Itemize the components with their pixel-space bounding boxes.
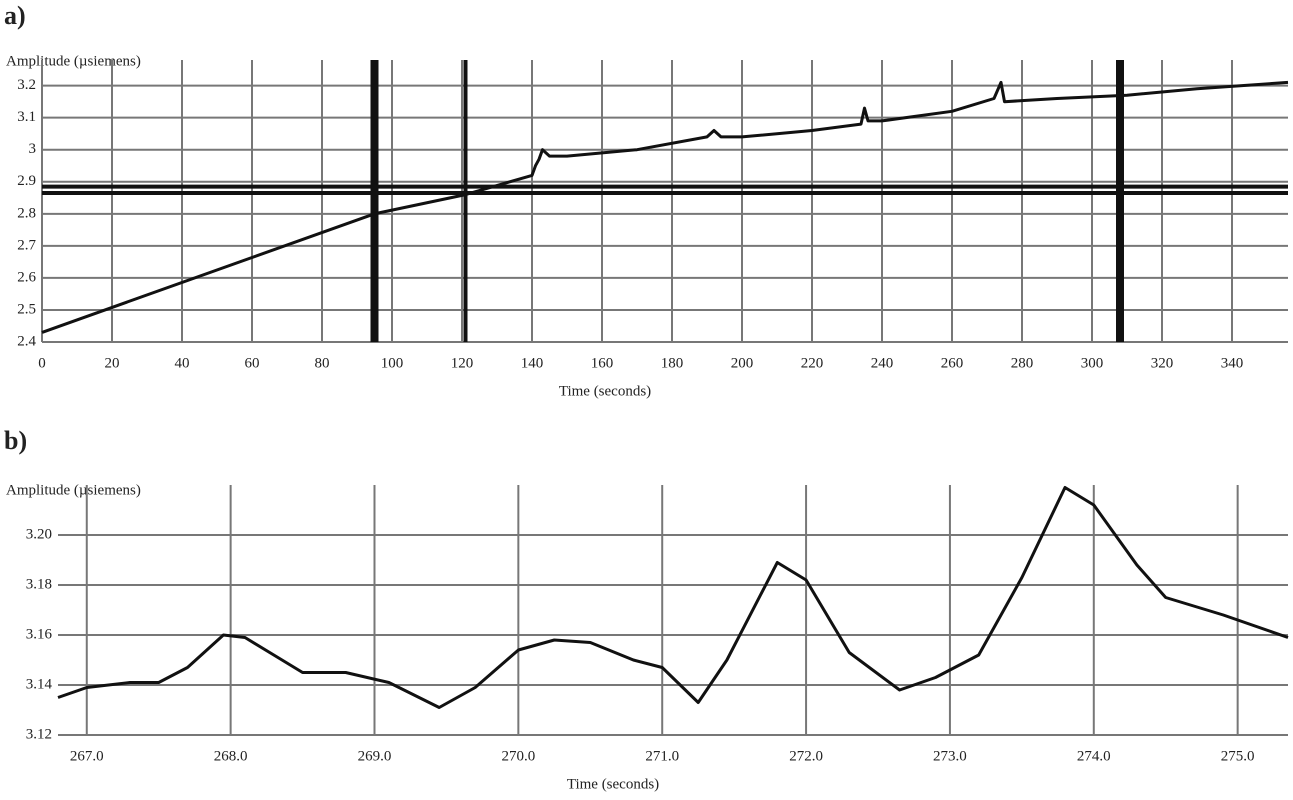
y-tick-label: 2.9 <box>17 173 36 189</box>
y-tick-label: 2.4 <box>17 333 36 349</box>
x-tick-label: 220 <box>801 355 824 371</box>
x-tick-label: 271.0 <box>645 748 679 764</box>
x-tick-label: 274.0 <box>1077 748 1111 764</box>
x-tick-label: 268.0 <box>214 748 248 764</box>
y-tick-label: 2.7 <box>17 237 36 253</box>
y-tick-label: 2.5 <box>17 301 36 317</box>
data-line <box>57 486 1289 709</box>
y-axis-title: Amplitude (µsiemens) <box>6 53 141 69</box>
y-tick-label: 3.20 <box>26 526 52 542</box>
x-tick-label: 300 <box>1081 355 1104 371</box>
x-tick-label: 267.0 <box>70 748 104 764</box>
x-tick-label: 275.0 <box>1221 748 1255 764</box>
x-tick-label: 140 <box>521 355 544 371</box>
x-tick-label: 280 <box>1011 355 1034 371</box>
x-tick-label: 240 <box>871 355 894 371</box>
y-tick-label: 3.14 <box>26 676 53 692</box>
x-axis-title: Time (seconds) <box>559 383 651 399</box>
x-tick-label: 100 <box>381 355 404 371</box>
y-tick-label: 3.16 <box>26 626 53 642</box>
y-tick-label: 3.18 <box>26 576 52 592</box>
y-tick-label: 3.2 <box>17 77 36 93</box>
panel-label: a) <box>4 1 26 30</box>
x-tick-label: 80 <box>315 355 330 371</box>
y-axis-title: Amplitude (µsiemens) <box>6 482 141 498</box>
y-tick-label: 2.6 <box>17 269 36 285</box>
x-tick-label: 340 <box>1221 355 1244 371</box>
x-tick-label: 120 <box>451 355 474 371</box>
data-line <box>41 80 1289 334</box>
y-tick-label: 3.12 <box>26 726 52 742</box>
x-tick-label: 269.0 <box>358 748 392 764</box>
x-tick-label: 20 <box>105 355 120 371</box>
x-tick-label: 272.0 <box>789 748 823 764</box>
x-tick-label: 200 <box>731 355 754 371</box>
panel-label: b) <box>4 426 27 455</box>
y-tick-label: 2.8 <box>17 205 36 221</box>
x-tick-label: 0 <box>38 355 46 371</box>
x-tick-label: 270.0 <box>501 748 535 764</box>
x-tick-label: 160 <box>591 355 614 371</box>
x-tick-label: 60 <box>245 355 260 371</box>
y-tick-label: 3.1 <box>17 109 36 125</box>
x-tick-label: 273.0 <box>933 748 967 764</box>
x-tick-label: 260 <box>941 355 964 371</box>
x-tick-label: 180 <box>661 355 684 371</box>
y-tick-label: 3 <box>29 141 37 157</box>
x-axis-title: Time (seconds) <box>567 776 659 792</box>
x-tick-label: 40 <box>175 355 190 371</box>
x-tick-label: 320 <box>1151 355 1174 371</box>
